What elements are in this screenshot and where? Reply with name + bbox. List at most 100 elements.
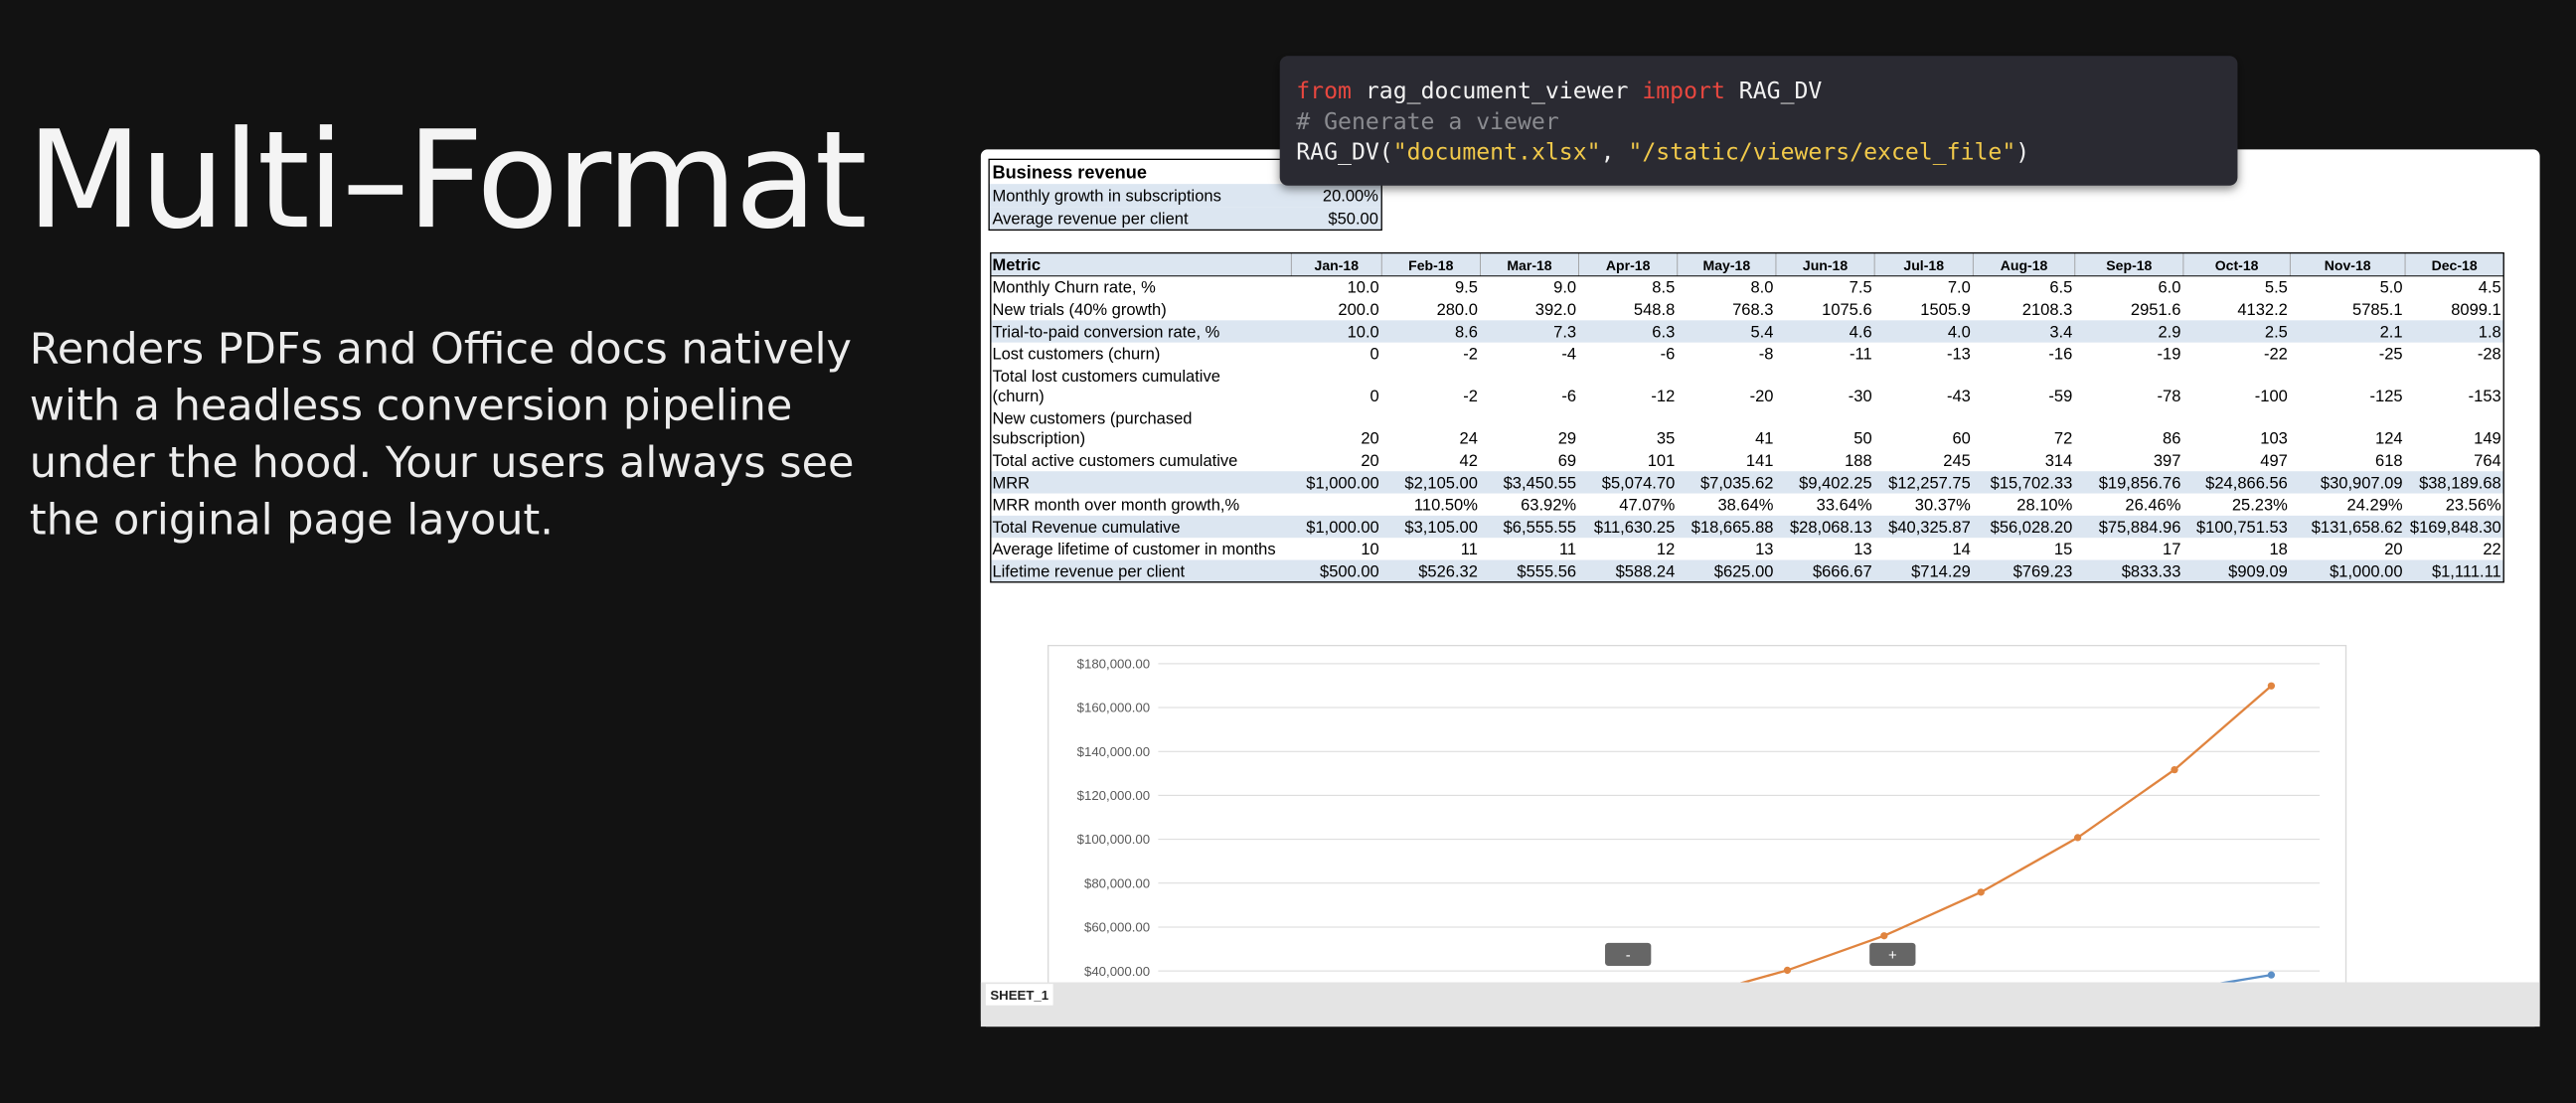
metrics-value: 188 <box>1845 451 1872 470</box>
metrics-label: Total Revenue cumulative <box>992 518 1180 537</box>
metrics-value: 764 <box>2474 451 2501 470</box>
metrics-value: 6.5 <box>2049 278 2072 297</box>
metrics-value: 20 <box>1361 429 1378 448</box>
zoom-in-button[interactable] <box>1869 942 1916 966</box>
metrics-value: 149 <box>2474 429 2501 448</box>
metrics-value: $500.00 <box>1320 562 1379 581</box>
metrics-value: 50 <box>1853 429 1871 448</box>
series-line <box>1739 685 2273 983</box>
metrics-value: $18,665.88 <box>1691 518 1774 537</box>
metrics-label: subscription) <box>992 428 1085 447</box>
metrics-value: 497 <box>2260 451 2288 470</box>
metrics-value: 1505.9 <box>1920 300 1971 319</box>
metrics-value: 8.6 <box>1455 322 1478 341</box>
metrics-value: 25.23% <box>2232 496 2288 515</box>
metrics-value: $625.00 <box>1714 562 1774 581</box>
metrics-value: 35 <box>1657 429 1675 448</box>
hero-description-line: under the hood. Your users always see <box>30 438 855 488</box>
metrics-value: $769.23 <box>2013 562 2073 581</box>
metrics-value: 8.0 <box>1750 278 1773 297</box>
code-token: RAG_DV( <box>1296 139 1392 165</box>
series-point <box>2073 834 2082 842</box>
metrics-value: 47.07% <box>1619 496 1675 515</box>
metrics-value: 5.0 <box>2380 278 2403 297</box>
zoom-in-label[interactable]: + <box>1888 948 1897 964</box>
code-token: "/static/viewers/excel_file" <box>1628 139 2015 165</box>
metrics-value: 392.0 <box>1535 300 1576 319</box>
metrics-header: Mar-18 <box>1507 257 1551 273</box>
metrics-label: MRR <box>992 473 1030 492</box>
sheet-tab[interactable] <box>985 984 1053 1006</box>
metrics-label: Monthly Churn rate, % <box>992 278 1156 297</box>
metrics-value: 4.6 <box>1850 322 1872 341</box>
metrics-value: $11,630.25 <box>1594 518 1675 537</box>
metrics-value: 20 <box>1361 451 1378 470</box>
metrics-value: $714.29 <box>1911 562 1971 581</box>
y-tick-label: $160,000.00 <box>1077 701 1151 715</box>
metrics-value: $75,884.96 <box>2099 518 2181 537</box>
metrics-value: $24,866.56 <box>2205 473 2288 492</box>
metrics-value: 0 <box>1370 387 1379 405</box>
summary-value: $50.00 <box>1328 210 1378 229</box>
metrics-value: $1,000.00 <box>1306 473 1378 492</box>
y-tick-label: $80,000.00 <box>1084 875 1150 890</box>
sheet-tab-label[interactable]: SHEET_1 <box>990 988 1048 1003</box>
metrics-value: 0 <box>1370 345 1379 364</box>
metrics-value: $56,028.20 <box>1991 518 2073 537</box>
summary-border <box>988 158 1382 232</box>
metrics-value: 24 <box>1460 429 1478 448</box>
code-token: rag_document_viewer <box>1352 79 1642 104</box>
metrics-header: Jul-18 <box>1903 257 1944 273</box>
series-point <box>1783 966 1792 975</box>
summary-label: Average revenue per client <box>992 210 1189 229</box>
metrics-value: 17 <box>2163 540 2180 558</box>
metrics-value: 124 <box>2375 429 2403 448</box>
metrics-value: 33.64% <box>1817 496 1872 515</box>
metrics-value: 6.0 <box>2158 278 2180 297</box>
metrics-value: 314 <box>2045 451 2073 470</box>
code-token: ) <box>2015 139 2029 165</box>
sheet-bar <box>980 982 2540 1027</box>
metrics-value: 20 <box>2384 540 2402 558</box>
code-block <box>1279 56 2238 186</box>
metrics-value: -22 <box>2264 345 2288 364</box>
y-tick-label: $40,000.00 <box>1084 964 1150 979</box>
metrics-header-row <box>990 252 2504 276</box>
metrics-value: 3.4 <box>2049 322 2072 341</box>
series-point <box>2171 765 2178 774</box>
metrics-header: Feb-18 <box>1408 257 1453 273</box>
metrics-header: Apr-18 <box>1606 257 1651 273</box>
zoom-out-label[interactable]: - <box>1626 948 1631 964</box>
metrics-value: $40,325.87 <box>1888 518 1971 537</box>
metrics-value: 10 <box>1361 540 1378 558</box>
metrics-value: $1,000.00 <box>1306 518 1378 537</box>
metrics-value: 4.5 <box>2479 278 2501 297</box>
metrics-value: -20 <box>1750 387 1774 405</box>
metrics-value: 15 <box>2054 540 2072 558</box>
metrics-value: 14 <box>1952 540 1970 558</box>
metrics-value: $28,068.13 <box>1790 518 1872 537</box>
metrics-value: -4 <box>1561 345 1576 364</box>
metrics-value: $30,907.09 <box>2321 473 2403 492</box>
metrics-value: $3,450.55 <box>1504 473 1576 492</box>
code-line: RAG_DV("document.xlsx", "/static/viewers… <box>1296 139 2029 165</box>
metrics-value: $909.09 <box>2228 562 2288 581</box>
metrics-value: 5785.1 <box>2352 300 2403 319</box>
metrics-value: 7.5 <box>1850 278 1872 297</box>
zoom-out-button[interactable] <box>1605 942 1652 966</box>
metrics-value: -28 <box>2478 345 2501 364</box>
metrics-value: $666.67 <box>1813 562 1872 581</box>
metrics-value: 63.92% <box>1521 496 1576 515</box>
metrics-value: 103 <box>2260 429 2288 448</box>
metrics-value: 69 <box>1558 451 1576 470</box>
metrics-value: 86 <box>2163 429 2180 448</box>
metrics-value: 29 <box>1558 429 1576 448</box>
metrics-value: -12 <box>1651 387 1675 405</box>
metrics-value: $12,257.75 <box>1888 473 1971 492</box>
metrics-value: $131,658.62 <box>2312 518 2403 537</box>
metrics-value: -2 <box>1463 345 1478 364</box>
metrics-value: 141 <box>1746 451 1774 470</box>
metrics-value: $9,402.25 <box>1799 473 1871 492</box>
metrics-header: Aug-18 <box>2001 257 2048 273</box>
